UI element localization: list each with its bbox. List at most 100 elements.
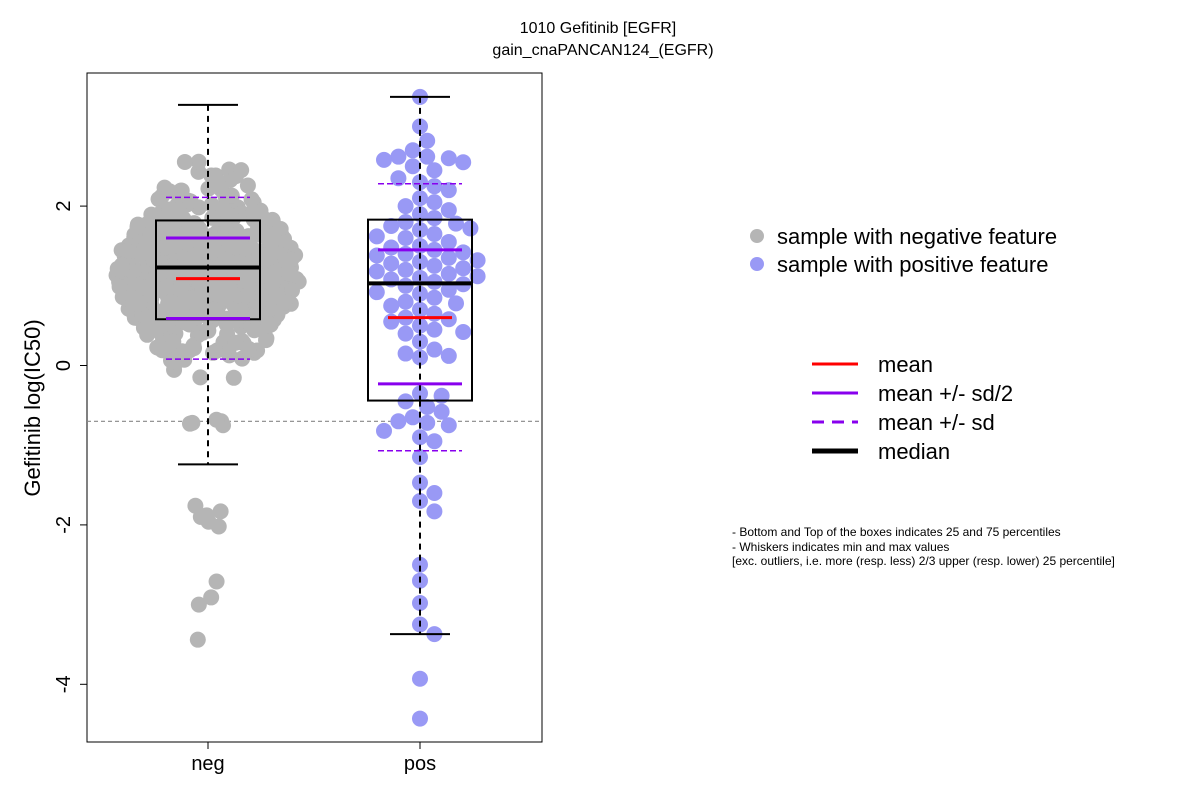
neg-data-point xyxy=(246,322,263,339)
y-ticks: -4 -2 0 2 xyxy=(53,201,87,693)
x-axis: neg pos xyxy=(191,753,436,775)
pos-data-point xyxy=(412,670,428,687)
pos-data-point xyxy=(368,284,385,301)
pos-data-point xyxy=(412,206,428,223)
neg-data-point xyxy=(258,332,275,349)
pos-data-point xyxy=(440,182,457,199)
plot-area xyxy=(87,88,542,749)
pos-data-point xyxy=(376,151,392,168)
neg-data-point xyxy=(236,256,253,273)
neg-data-point xyxy=(260,317,277,334)
neg-data-point xyxy=(182,193,199,210)
pos-data-point xyxy=(368,228,385,245)
neg-data-point xyxy=(253,287,270,304)
pos-data-point xyxy=(397,277,414,294)
neg-data-point xyxy=(206,301,223,318)
pos-data-point xyxy=(404,142,421,159)
neg-data-point xyxy=(263,235,280,252)
pos-data-point xyxy=(469,252,486,269)
neg-data-point xyxy=(207,278,224,295)
y-tick-label: -2 xyxy=(53,516,75,534)
chart-title: 1010 Gefitinib [EGFR] gain_cnaPANCAN124_… xyxy=(492,20,713,59)
pos-data-point xyxy=(440,233,457,250)
neg-data-point xyxy=(192,369,209,386)
pos-data-point xyxy=(455,324,472,341)
pos-data-point xyxy=(412,317,428,334)
pos-data-point xyxy=(383,255,400,272)
pos-data-point xyxy=(426,162,443,179)
neg-data-point xyxy=(185,250,202,267)
pos-data-point xyxy=(440,281,457,298)
pos-data-point xyxy=(440,249,457,266)
footnote-line3: [exc. outliers, i.e. more (resp. less) 2… xyxy=(732,554,1115,568)
neg-data-point xyxy=(168,353,185,370)
legend-points: sample with negative feature sample with… xyxy=(750,224,1057,277)
pos-data-point xyxy=(440,202,457,219)
pos-data-point xyxy=(440,150,457,167)
legend-negative-marker xyxy=(750,229,764,243)
pos-data-point xyxy=(419,398,436,415)
pos-data-point xyxy=(440,265,457,282)
chart-title-line2: gain_cnaPANCAN124_(EGFR) xyxy=(492,42,713,59)
pos-data-point xyxy=(397,345,414,362)
neg-data-point xyxy=(203,589,220,606)
neg-data-point xyxy=(283,282,300,299)
neg-data-point xyxy=(160,295,177,312)
neg-data-point xyxy=(189,298,206,315)
pos-data-point xyxy=(440,311,457,328)
neg-data-point xyxy=(118,242,135,259)
neg-data-point xyxy=(109,260,126,277)
neg-data-point xyxy=(240,340,257,357)
pos-data-point xyxy=(426,289,443,306)
neg-data-point xyxy=(134,279,151,296)
pos-data-point xyxy=(440,347,457,364)
pos-data-point xyxy=(426,178,443,195)
pos-data-point xyxy=(455,244,472,261)
pos-data-point xyxy=(412,253,428,270)
neg-data-point xyxy=(245,203,262,220)
footnote-line2: - Whiskers indicates min and max values xyxy=(732,540,949,554)
pos-data-point xyxy=(376,422,392,439)
pos-data-point xyxy=(383,313,400,330)
neg-data-point xyxy=(280,265,297,282)
chart-title-line1: 1010 Gefitinib [EGFR] xyxy=(520,20,677,37)
pos-data-point xyxy=(426,321,443,338)
pos-data-point xyxy=(462,220,479,237)
neg-data-point xyxy=(227,334,244,351)
neg-data-point xyxy=(145,251,162,268)
neg-data-point xyxy=(223,187,240,204)
neg-data-point xyxy=(212,503,229,520)
pos-data-point xyxy=(397,214,414,231)
pos-data-point xyxy=(455,260,472,277)
pos-box xyxy=(367,218,473,402)
pos-data-point xyxy=(433,403,450,420)
neg-data-point xyxy=(208,573,225,590)
neg-data-point xyxy=(111,278,128,295)
pos-data-point xyxy=(368,263,385,280)
neg-data-point xyxy=(258,247,275,264)
pos-data-point xyxy=(412,385,428,402)
neg-data-point xyxy=(282,251,299,268)
neg-data-point xyxy=(165,333,182,350)
pos-data-point xyxy=(412,710,428,727)
pos-data-point xyxy=(412,556,428,573)
neg-data-point xyxy=(205,344,222,361)
pos-data-point xyxy=(412,285,428,302)
pos-data-point xyxy=(412,174,428,191)
neg-data-point xyxy=(163,223,180,240)
neg-data-point xyxy=(142,225,159,242)
neg-data-point xyxy=(199,321,216,338)
neg-data-point xyxy=(258,267,275,284)
y-tick-label: 0 xyxy=(53,360,75,371)
neg-data-point xyxy=(129,218,146,235)
pos-data-point xyxy=(397,261,414,278)
pos-data-point xyxy=(426,210,443,227)
pos-data-point xyxy=(397,293,414,310)
legend-negative-label: sample with negative feature xyxy=(777,224,1057,249)
neg-data-point xyxy=(186,340,203,357)
neg-data-point xyxy=(189,631,206,648)
neg-data-point xyxy=(198,507,215,524)
neg-data-point xyxy=(190,153,207,170)
pos-data-point xyxy=(397,198,414,215)
neg-data-point xyxy=(215,201,232,218)
